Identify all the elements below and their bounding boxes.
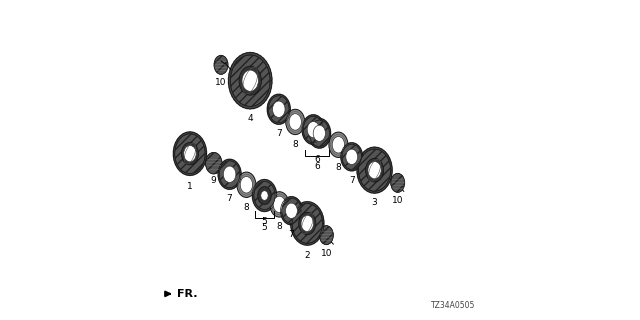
Polygon shape [291, 202, 324, 245]
Text: 5: 5 [262, 223, 268, 232]
Ellipse shape [223, 166, 236, 182]
Ellipse shape [289, 114, 301, 130]
Text: 8: 8 [335, 163, 341, 172]
Text: 7: 7 [349, 177, 355, 186]
Ellipse shape [285, 109, 305, 135]
Ellipse shape [240, 177, 253, 193]
Ellipse shape [299, 212, 316, 235]
Ellipse shape [254, 181, 275, 210]
Polygon shape [258, 187, 271, 204]
Text: TZ34A0505: TZ34A0505 [431, 301, 476, 310]
Ellipse shape [292, 204, 323, 243]
Polygon shape [173, 132, 207, 175]
Text: 6: 6 [314, 155, 320, 164]
Ellipse shape [332, 137, 344, 153]
Text: 5: 5 [262, 217, 268, 226]
Ellipse shape [282, 198, 301, 223]
Ellipse shape [181, 142, 198, 165]
Ellipse shape [269, 96, 289, 123]
Text: 2: 2 [305, 252, 310, 260]
Ellipse shape [242, 70, 259, 91]
Ellipse shape [270, 192, 289, 217]
Polygon shape [218, 159, 241, 189]
Ellipse shape [214, 55, 228, 74]
Text: 7: 7 [276, 129, 282, 138]
Text: 7: 7 [289, 230, 294, 239]
Ellipse shape [285, 203, 298, 219]
Ellipse shape [175, 134, 205, 173]
Ellipse shape [301, 215, 314, 232]
Ellipse shape [342, 144, 362, 169]
Text: 10: 10 [215, 78, 227, 87]
Ellipse shape [329, 132, 348, 157]
Ellipse shape [346, 149, 358, 164]
Text: 9: 9 [211, 177, 216, 186]
Text: 6: 6 [314, 162, 320, 171]
Ellipse shape [273, 196, 285, 213]
Ellipse shape [358, 149, 390, 191]
Ellipse shape [184, 146, 196, 162]
Ellipse shape [205, 152, 222, 174]
Polygon shape [228, 52, 272, 109]
Ellipse shape [319, 226, 333, 245]
Ellipse shape [309, 120, 330, 147]
Polygon shape [308, 118, 330, 148]
Text: FR.: FR. [177, 289, 197, 299]
Polygon shape [252, 180, 276, 212]
Ellipse shape [230, 55, 270, 106]
Text: 10: 10 [321, 249, 332, 258]
Text: 8: 8 [244, 203, 249, 212]
Polygon shape [302, 115, 324, 144]
Ellipse shape [365, 158, 383, 182]
Ellipse shape [313, 125, 326, 141]
Polygon shape [268, 94, 290, 124]
Text: 4: 4 [248, 114, 253, 123]
Text: 8: 8 [292, 140, 298, 149]
Text: 8: 8 [276, 222, 282, 231]
Ellipse shape [391, 173, 404, 192]
Ellipse shape [368, 162, 381, 179]
Polygon shape [280, 197, 302, 225]
Ellipse shape [303, 116, 323, 143]
Ellipse shape [220, 161, 240, 188]
Ellipse shape [261, 191, 268, 200]
Text: 7: 7 [227, 194, 232, 203]
Text: 1: 1 [187, 181, 193, 191]
Ellipse shape [273, 101, 285, 117]
Text: 10: 10 [392, 196, 403, 205]
Ellipse shape [237, 172, 256, 197]
Text: 3: 3 [372, 198, 378, 207]
Ellipse shape [307, 122, 319, 138]
Polygon shape [341, 143, 362, 171]
Ellipse shape [239, 66, 261, 95]
Polygon shape [357, 147, 392, 193]
